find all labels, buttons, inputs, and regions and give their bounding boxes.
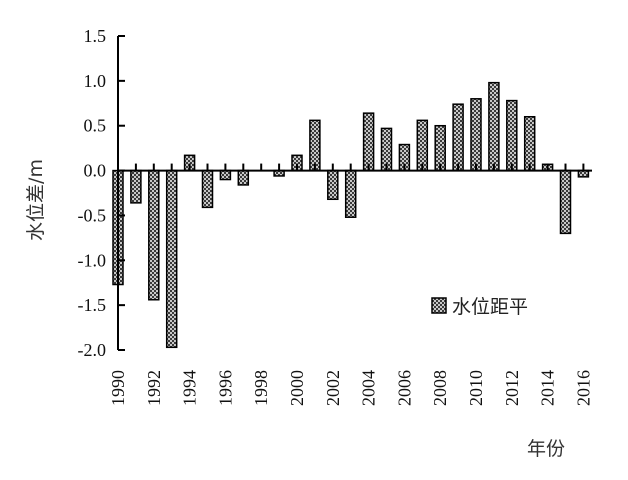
bar-2004 (362, 112, 375, 172)
bar-2012 (506, 99, 518, 172)
y-tick-label: -2.0 (78, 340, 107, 360)
x-tick-label: 2006 (394, 370, 414, 406)
x-tick-label: 1996 (215, 370, 235, 406)
x-tick-label: 1998 (251, 370, 271, 406)
bar-1993 (165, 169, 178, 349)
x-tick-label: 2002 (323, 370, 343, 406)
x-tick-label: 1990 (108, 370, 128, 406)
x-axis-title: 年份 (527, 438, 565, 460)
bar-2007 (416, 119, 429, 172)
bar-1996 (219, 169, 232, 181)
y-axis-title: 水位差/m (25, 159, 47, 241)
legend-swatch (431, 297, 447, 314)
bar-2001 (309, 119, 321, 172)
bar-1997 (237, 169, 250, 186)
y-tick-label: 0.5 (84, 116, 107, 136)
bar-1992 (148, 169, 160, 301)
y-tick-label: -0.5 (78, 205, 107, 225)
x-tick-label: 2010 (466, 370, 486, 406)
bar-2002 (327, 169, 339, 201)
x-tick-label: 2012 (502, 370, 522, 406)
y-tick-label: -1.5 (78, 295, 107, 315)
y-tick-label: -1.0 (78, 250, 107, 270)
x-tick-label: 2016 (573, 370, 593, 406)
bar-1995 (201, 169, 214, 209)
bar-2003 (344, 169, 357, 218)
bar-2011 (488, 81, 500, 172)
bar-2013 (523, 115, 536, 172)
bar-2010 (470, 98, 482, 172)
bar-1991 (130, 169, 142, 204)
x-tick-label: 1994 (180, 370, 200, 406)
axes-layer (117, 36, 592, 350)
x-tick-label: 2008 (430, 370, 450, 406)
x-tick-label: 1992 (144, 370, 164, 406)
y-tick-label: 1.5 (84, 26, 107, 46)
y-tick-label: 0.0 (84, 161, 107, 181)
legend-label: 水位距平 (452, 296, 528, 318)
bars-layer (112, 81, 590, 349)
x-tick-label: 2000 (287, 370, 307, 406)
x-tick-label: 2004 (359, 370, 379, 406)
bar-2009 (452, 103, 464, 172)
bar-2015 (559, 169, 572, 235)
x-tick-label: 2014 (538, 370, 558, 406)
legend: 水位距平 (431, 296, 528, 318)
y-tick-label: 1.0 (84, 71, 107, 91)
